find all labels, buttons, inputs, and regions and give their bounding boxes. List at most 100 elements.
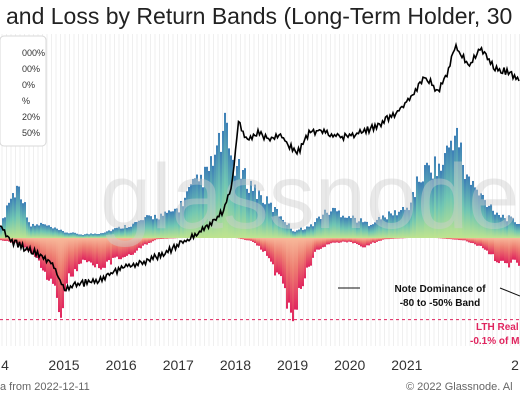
loss-bar [370,238,372,244]
loss-bar [458,238,460,241]
profit-bar [110,231,112,238]
loss-bar [136,238,138,251]
profit-bar [222,130,224,238]
loss-bar [396,238,398,239]
profit-bar [232,159,234,238]
profit-bar [512,218,514,238]
profit-bar [204,166,206,238]
loss-bar [368,238,370,246]
loss-bar [248,238,250,241]
profit-bar [128,227,130,238]
loss-bar [470,238,472,243]
loss-bar [354,238,356,243]
profit-bar [450,140,452,238]
lth-annotation-line2: -0.1% of Ma [470,336,520,347]
profit-bar [440,170,442,238]
profit-bar [104,232,106,238]
profit-bar [136,221,138,238]
profit-bar [270,202,272,238]
profit-bands [0,112,520,238]
profit-bar [70,232,72,238]
loss-bar [140,238,142,249]
profit-bar [368,226,370,238]
profit-bar [386,219,388,238]
profit-bar [250,180,252,238]
x-tick-label: 2020 [334,357,365,373]
loss-bar [466,238,468,242]
loss-bar [104,238,106,268]
profit-bar [448,147,450,238]
loss-bar [448,238,450,240]
profit-bar [206,166,208,238]
loss-bar [242,238,244,240]
loss-bar [46,238,48,280]
profit-bar [424,165,426,238]
loss-bar [12,238,14,242]
profit-bar [130,226,132,238]
profit-bar [510,216,512,238]
profit-bar [16,185,18,238]
loss-bar [326,238,328,245]
profit-bar [432,178,434,238]
profit-bar [410,202,412,238]
profit-bar [416,176,418,238]
profit-bar [36,224,38,238]
profit-bar [328,214,330,238]
x-tick-label: 2021 [391,357,422,373]
profit-bar [178,212,180,238]
loss-bar [280,238,282,277]
chart-title: and Loss by Return Bands (Long-Term Hold… [6,3,512,29]
profit-bar [92,234,94,238]
profit-bar [446,145,448,238]
profit-bar [246,188,248,238]
profit-bar [134,222,136,238]
loss-bar [332,238,334,243]
profit-bar [214,154,216,238]
loss-bar [374,238,376,243]
profit-bar [278,216,280,238]
profit-bar [82,234,84,238]
loss-bar [114,238,116,258]
loss-bar [308,238,310,267]
loss-bar [450,238,452,240]
loss-bar [296,238,298,310]
loss-bar [328,238,330,245]
price-line [0,41,520,293]
profit-bar [22,203,24,238]
profit-bar [384,217,386,238]
loss-bar [72,238,74,277]
loss-bar [386,238,388,240]
profit-bar [454,135,456,238]
loss-bar [310,238,312,266]
profit-bar [150,216,152,238]
profit-bar [160,213,162,238]
x-tick-label: 2019 [277,357,308,373]
profit-bar [186,191,188,238]
loss-bar [312,238,314,258]
profit-bar [496,212,498,238]
profit-bar [390,213,392,238]
profit-bar [292,231,294,238]
loss-bar [304,238,306,279]
profit-bar [12,193,14,238]
loss-bar [474,238,476,245]
profit-bar [480,193,482,238]
profit-bar [60,229,62,238]
loss-bar [364,238,366,248]
loss-bar [360,238,362,247]
profit-bar [470,184,472,238]
profit-bar [392,215,394,238]
loss-bar [338,238,340,243]
loss-bar [496,238,498,263]
loss-bar [122,238,124,258]
profit-bar [180,201,182,238]
profit-bar [224,112,226,238]
profit-bar [62,231,64,238]
loss-bar [376,238,378,242]
profit-bar [202,187,204,238]
profit-bar [412,192,414,238]
loss-bar [68,238,70,274]
profit-bar [490,204,492,238]
loss-bar [446,238,448,239]
loss-bar [494,238,496,262]
